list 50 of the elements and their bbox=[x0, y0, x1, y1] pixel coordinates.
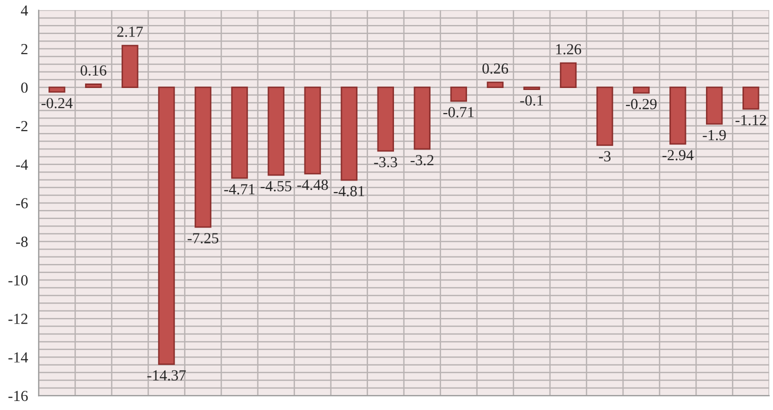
bar bbox=[669, 86, 686, 145]
data-label: -1.12 bbox=[736, 114, 766, 126]
bar bbox=[122, 44, 138, 88]
data-label: -0.71 bbox=[443, 107, 474, 118]
bar bbox=[158, 86, 175, 365]
y-tick-label: 2 bbox=[21, 44, 28, 54]
bar bbox=[596, 86, 614, 146]
bar bbox=[742, 86, 760, 110]
data-label: -4.48 bbox=[297, 180, 328, 190]
y-tick-label: -14 bbox=[8, 352, 28, 362]
data-label: -14.37 bbox=[147, 370, 186, 381]
data-label: -0.29 bbox=[626, 98, 657, 110]
data-label: 1.26 bbox=[556, 44, 582, 54]
bar bbox=[377, 86, 394, 152]
data-label: -3.2 bbox=[410, 155, 434, 166]
data-label: -3.3 bbox=[374, 156, 398, 168]
y-tick-label: -10 bbox=[8, 275, 28, 286]
bar bbox=[48, 86, 66, 93]
bar bbox=[85, 84, 102, 88]
data-label: 0.16 bbox=[80, 65, 106, 76]
data-label: 2.17 bbox=[117, 26, 143, 37]
bar bbox=[706, 86, 723, 125]
data-label: -1.9 bbox=[702, 130, 726, 140]
bar bbox=[632, 86, 650, 94]
data-label: 0.26 bbox=[482, 63, 508, 74]
data-label: -0.1 bbox=[520, 95, 543, 106]
y-tick-label: 4 bbox=[20, 5, 28, 16]
bar bbox=[560, 62, 577, 88]
y-tick-label: -16 bbox=[8, 390, 28, 402]
bar bbox=[414, 86, 431, 150]
bar bbox=[194, 86, 212, 228]
y-tick-label: -8 bbox=[16, 236, 28, 247]
y-tick-label: -12 bbox=[8, 314, 28, 324]
bar bbox=[486, 82, 504, 88]
bar bbox=[268, 86, 284, 176]
data-label: -0.24 bbox=[42, 98, 73, 108]
data-label: -4.71 bbox=[224, 184, 255, 194]
bar bbox=[304, 86, 321, 174]
bar bbox=[340, 86, 358, 181]
data-label: -4.81 bbox=[334, 186, 364, 196]
data-label: -4.55 bbox=[260, 181, 292, 192]
bar bbox=[450, 86, 468, 102]
y-tick-label: -6 bbox=[16, 198, 28, 208]
data-label: -3 bbox=[598, 151, 611, 162]
y-tick-label: -2 bbox=[16, 121, 28, 132]
y-tick-label: 0 bbox=[21, 82, 28, 93]
bar bbox=[231, 86, 248, 179]
data-label: -7.25 bbox=[188, 233, 218, 244]
y-tick-label: -4 bbox=[16, 160, 28, 170]
data-label: -2.94 bbox=[662, 150, 694, 160]
